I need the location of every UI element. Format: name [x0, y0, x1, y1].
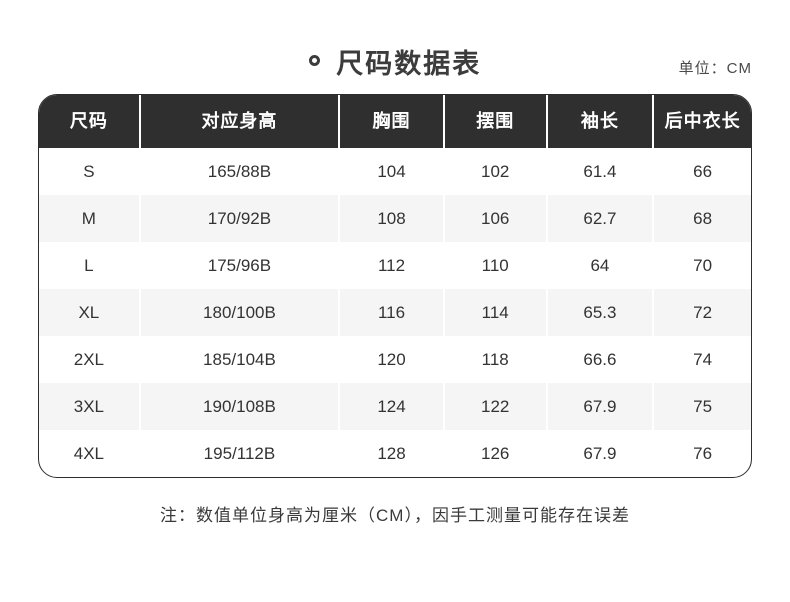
size-cell: XL	[78, 303, 100, 322]
size-cell: L	[84, 256, 94, 275]
table-row: 2XL 185/104B 120 118 66.6 74	[39, 336, 751, 383]
column-header-sleeve: 袖长	[545, 95, 653, 148]
table-row: 4XL 195/112B 128 126 67.9 76	[39, 430, 751, 477]
table-cell: 112	[338, 242, 443, 289]
table-cell: 66	[652, 148, 751, 195]
table-header: 尺码 对应身高 胸围 摆围 袖长 后中衣长	[39, 95, 751, 148]
table-cell: 65.3	[545, 289, 653, 336]
table-header-row: 尺码 对应身高 胸围 摆围 袖长 后中衣长	[39, 95, 751, 148]
size-cell: M	[81, 209, 96, 228]
table-cell: 70	[652, 242, 751, 289]
table-cell: 108	[338, 195, 443, 242]
table-cell: 124	[338, 383, 443, 430]
table-cell: 175/96B	[138, 242, 338, 289]
table-cell: 165/88B	[138, 148, 338, 195]
table-row: L 175/96B 112 110 64 70	[39, 242, 751, 289]
column-header-size: 尺码	[69, 111, 108, 131]
page-header: 尺码数据表	[0, 46, 790, 82]
table-cell: 118	[442, 336, 546, 383]
table-cell: 195/112B	[138, 430, 338, 477]
column-header-back-length: 后中衣长	[652, 95, 751, 148]
table-cell: 64	[545, 242, 653, 289]
table-row: M 170/92B 108 106 62.7 68	[39, 195, 751, 242]
table-row: XL 180/100B 116 114 65.3 72	[39, 289, 751, 336]
column-header-chest: 胸围	[338, 95, 443, 148]
table-cell: 110	[442, 242, 546, 289]
table-cell: 116	[338, 289, 443, 336]
column-header-hem: 摆围	[442, 95, 546, 148]
table-cell: 102	[442, 148, 546, 195]
table-cell: 75	[652, 383, 751, 430]
size-cell: 4XL	[73, 444, 104, 463]
circle-bullet-icon	[308, 55, 320, 67]
table-cell: 128	[338, 430, 443, 477]
table-cell: 62.7	[545, 195, 653, 242]
table-cell: 114	[442, 289, 546, 336]
table-cell: 61.4	[545, 148, 653, 195]
table-cell: 67.9	[545, 383, 653, 430]
table-cell: 126	[442, 430, 546, 477]
table-cell: 106	[442, 195, 546, 242]
table-cell: 66.6	[545, 336, 653, 383]
table-body: S 165/88B 104 102 61.4 66 M 170/92B 108 …	[39, 148, 751, 477]
page-title: 尺码数据表	[336, 49, 482, 79]
table-cell: 68	[652, 195, 751, 242]
table-cell: 104	[338, 148, 443, 195]
size-cell: S	[83, 162, 95, 181]
table-cell: 122	[442, 383, 546, 430]
table-cell: 180/100B	[138, 289, 338, 336]
footnote: 注：数值单位身高为厘米（CM），因手工测量可能存在误差	[160, 506, 630, 525]
table-row: S 165/88B 104 102 61.4 66	[39, 148, 751, 195]
table-cell: 67.9	[545, 430, 653, 477]
table-cell: 76	[652, 430, 751, 477]
size-cell: 2XL	[73, 350, 104, 369]
table-cell: 170/92B	[138, 195, 338, 242]
column-header-height: 对应身高	[138, 95, 338, 148]
size-table: 尺码 对应身高 胸围 摆围 袖长 后中衣长 S 165/88B 104 102 …	[38, 94, 752, 478]
table-row: 3XL 190/108B 124 122 67.9 75	[39, 383, 751, 430]
size-cell: 3XL	[73, 397, 104, 416]
table-cell: 72	[652, 289, 751, 336]
table-cell: 74	[652, 336, 751, 383]
unit-label: 单位：CM	[678, 60, 752, 77]
table-cell: 120	[338, 336, 443, 383]
table-cell: 185/104B	[138, 336, 338, 383]
table-cell: 190/108B	[138, 383, 338, 430]
